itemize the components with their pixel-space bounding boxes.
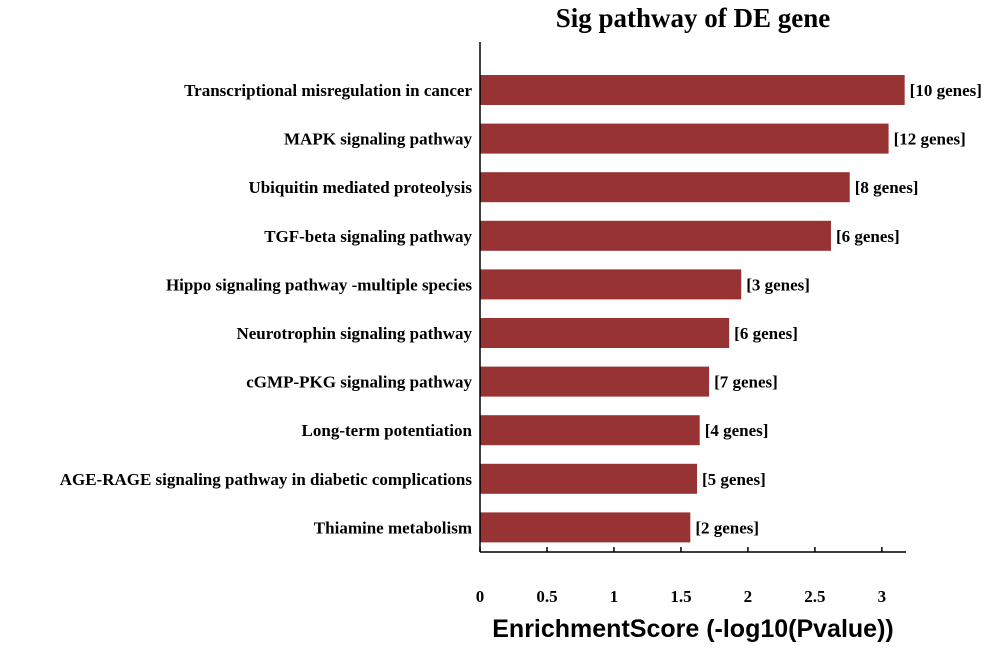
bar	[480, 415, 700, 446]
category-label: Hippo signaling pathway -multiple specie…	[166, 275, 472, 294]
x-axis-ticks: 0 0.5 1 1.5 2 2.5 3	[476, 547, 886, 606]
bar-count-label: [7 genes]	[714, 373, 778, 392]
bar	[480, 512, 691, 543]
x-tick-label: 2	[744, 587, 753, 606]
bar-count-label: [3 genes]	[746, 275, 810, 294]
category-label: Thiamine metabolism	[314, 518, 472, 537]
bar-count-label: [10 genes]	[910, 81, 982, 100]
bar-count-label: [12 genes]	[894, 130, 966, 149]
bar	[480, 269, 742, 300]
category-label: TGF-beta signaling pathway	[264, 227, 472, 246]
category-label: AGE-RAGE signaling pathway in diabetic c…	[60, 470, 473, 489]
bar-count-label: [6 genes]	[836, 227, 900, 246]
category-labels: Transcriptional misregulation in cancer M…	[60, 81, 473, 537]
bar	[480, 75, 905, 105]
x-tick-label: 0	[476, 587, 485, 606]
bar	[480, 318, 730, 348]
bar-count-label: [8 genes]	[855, 178, 919, 197]
bar-count-label: [2 genes]	[695, 518, 759, 537]
bar	[480, 220, 831, 251]
category-label: Ubiquitin mediated proteolysis	[248, 178, 472, 197]
category-label: cGMP-PKG signaling pathway	[246, 373, 472, 392]
bar	[480, 463, 698, 494]
x-tick-label: 0.5	[536, 587, 557, 606]
bars-layer	[480, 75, 905, 543]
bar-value-labels: [10 genes] [12 genes] [8 genes] [6 genes] [3…	[695, 81, 982, 537]
x-axis-label: EnrichmentScore (-log10(Pvalue))	[492, 615, 893, 643]
bar-count-label: [6 genes]	[734, 324, 798, 343]
x-tick-label: 3	[878, 587, 887, 606]
category-label: Neurotrophin signaling pathway	[236, 324, 472, 343]
chart-title: Sig pathway of DE gene	[556, 3, 831, 33]
x-tick-label: 1	[610, 587, 619, 606]
x-tick-label: 2.5	[804, 587, 825, 606]
bar	[480, 172, 850, 203]
x-tick-label: 1.5	[670, 587, 691, 606]
bar	[480, 123, 889, 154]
bar-count-label: [5 genes]	[702, 470, 766, 489]
bar-count-label: [4 genes]	[705, 421, 769, 440]
category-label: MAPK signaling pathway	[284, 130, 472, 149]
category-label: Long-term potentiation	[302, 421, 473, 440]
bar	[480, 366, 710, 397]
category-label: Transcriptional misregulation in cancer	[184, 81, 472, 100]
